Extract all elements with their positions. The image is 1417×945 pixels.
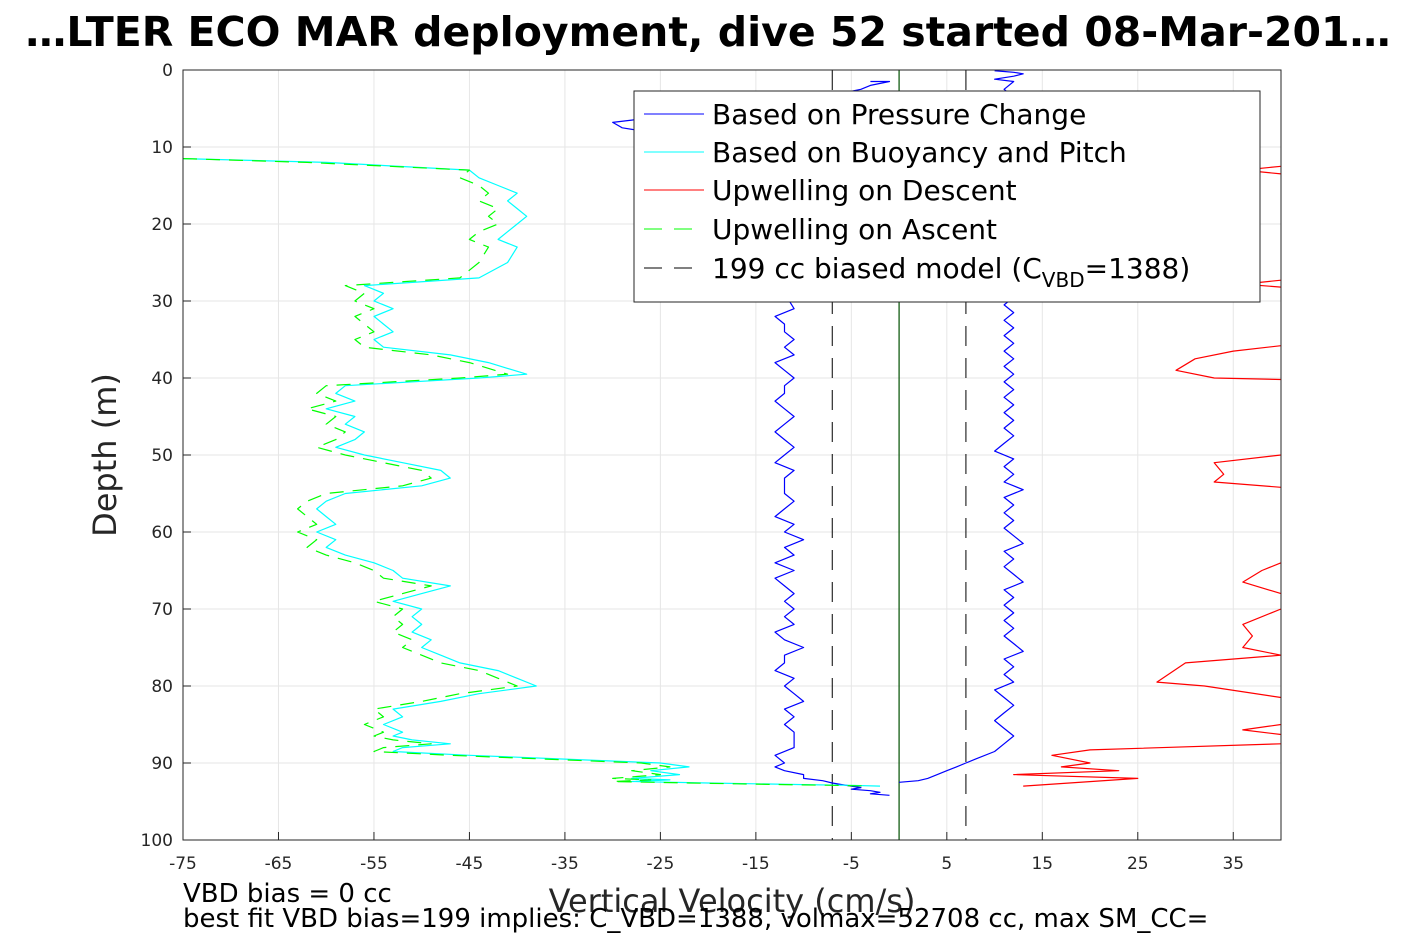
y-axis-ticks: 0 10 20 30 40 50 60 70 80 90 100 xyxy=(141,61,191,851)
series-line-upwell-descent-d xyxy=(1213,454,1282,488)
legend-label-pressure: Based on Pressure Change xyxy=(712,98,1086,131)
series-line-upwell-descent-h xyxy=(1242,723,1282,736)
y-tick-label: 60 xyxy=(151,523,173,543)
y-axis-label: Depth (m) xyxy=(86,373,124,537)
legend-box xyxy=(633,90,1261,303)
x-tick-label: -25 xyxy=(647,854,675,874)
legend: Based on Pressure Change Based on Buoyan… xyxy=(633,90,1261,303)
y-tick-label: 80 xyxy=(151,677,173,697)
x-tick-label: 15 xyxy=(1031,854,1053,874)
x-axis-ticks: -75 -65 -55 -45 -35 -25 -15 -5 5 15 25 35 xyxy=(169,832,1244,874)
legend-label-upwell-ascent: Upwelling on Ascent xyxy=(712,213,997,246)
series-line-buoyancy xyxy=(182,158,881,787)
x-tick-label: -5 xyxy=(843,854,860,874)
y-tick-label: 50 xyxy=(151,446,173,466)
x-tick-label: -75 xyxy=(169,854,197,874)
x-tick-label: -45 xyxy=(456,854,484,874)
y-tick-label: 30 xyxy=(151,292,173,312)
series-line-upwell-ascent xyxy=(182,158,871,787)
best-fit-annotation: best fit VBD bias=199 implies: C_VBD=138… xyxy=(183,904,1208,934)
series-line-upwell-descent-g xyxy=(1156,654,1282,699)
x-tick-label: -35 xyxy=(551,854,579,874)
y-tick-label: 70 xyxy=(151,600,173,620)
legend-label-buoyancy: Based on Buoyancy and Pitch xyxy=(712,136,1127,169)
chart-title: …LTER ECO MAR deployment, dive 52 starte… xyxy=(25,8,1390,56)
legend-model-subscript: VBD xyxy=(1042,268,1085,292)
series-line-upwell-descent-i xyxy=(1013,743,1282,787)
y-tick-label: 100 xyxy=(141,831,173,851)
x-tick-label: 5 xyxy=(941,854,952,874)
series-line-upwell-descent-c xyxy=(1175,345,1282,381)
y-tick-label: 20 xyxy=(151,215,173,235)
y-tick-label: 0 xyxy=(162,61,173,81)
y-tick-label: 10 xyxy=(151,138,173,158)
x-tick-label: -15 xyxy=(742,854,770,874)
legend-label-upwell-descent: Upwelling on Descent xyxy=(712,174,1017,207)
x-tick-label: 25 xyxy=(1127,854,1149,874)
y-tick-label: 90 xyxy=(151,754,173,774)
legend-model-suffix: =1388) xyxy=(1085,252,1191,285)
x-tick-label: -55 xyxy=(360,854,388,874)
x-tick-label: -65 xyxy=(265,854,293,874)
series-line-upwell-descent-f xyxy=(1242,608,1282,656)
legend-label-model: 199 cc biased model (CVBD=1388) xyxy=(712,252,1190,292)
series-line-upwell-descent-e xyxy=(1242,562,1282,595)
vbd-bias-annotation: VBD bias = 0 cc xyxy=(183,879,392,909)
x-axis-label: Vertical Velocity (cm/s) xyxy=(549,882,916,920)
x-tick-label: 35 xyxy=(1222,854,1244,874)
y-tick-label: 40 xyxy=(151,369,173,389)
legend-model-prefix: 199 cc biased model (C xyxy=(712,252,1042,285)
